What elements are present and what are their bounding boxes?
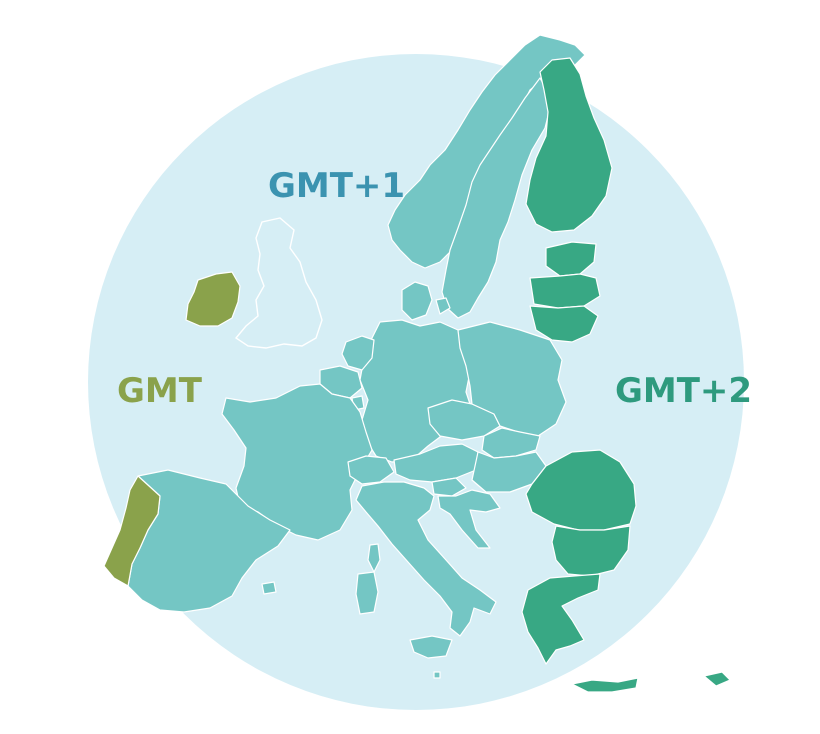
country-greece <box>521 573 601 665</box>
country-slovakia <box>481 427 541 459</box>
country-estonia <box>545 241 597 277</box>
label-gmt-plus-1: GMT+1 <box>268 166 405 206</box>
country-bulgaria <box>551 525 631 577</box>
country-cyprus <box>703 671 731 687</box>
country-portugal <box>103 475 161 587</box>
country-france <box>221 383 373 541</box>
country-lithuania <box>529 305 599 343</box>
label-gmt-plus-2: GMT+2 <box>615 371 752 411</box>
country-romania <box>525 449 637 531</box>
gmt2-region <box>521 57 731 693</box>
country-croatia <box>437 489 501 549</box>
gmt1-region <box>127 34 586 679</box>
country-finland <box>525 57 613 233</box>
country-malta <box>433 671 441 679</box>
gmt-region <box>103 271 241 587</box>
country-crete <box>571 677 639 693</box>
country-ireland <box>185 271 241 327</box>
country-italy <box>355 481 497 637</box>
country-uk <box>234 217 323 349</box>
country-denmark <box>401 281 433 321</box>
country-latvia <box>529 273 601 309</box>
country-sicily <box>409 635 453 659</box>
country-sardinia <box>355 571 379 615</box>
country-corsica <box>367 543 381 573</box>
country-sweden <box>441 77 553 319</box>
uk-outline <box>234 217 323 349</box>
country-switzerland <box>347 455 395 485</box>
country-netherlands <box>341 335 375 371</box>
label-gmt: GMT <box>117 371 203 411</box>
country-slovenia <box>431 477 467 497</box>
country-denmark-island <box>435 297 451 315</box>
country-balearic <box>261 581 277 595</box>
country-czechia <box>427 399 501 441</box>
